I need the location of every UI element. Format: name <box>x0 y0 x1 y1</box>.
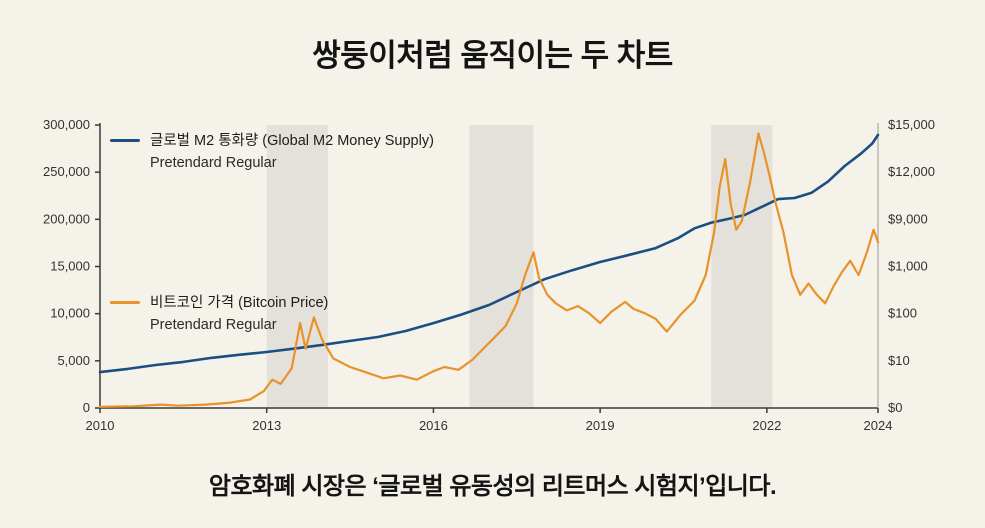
legend-m2-sublabel: Pretendard Regular <box>150 154 277 171</box>
highlight-band <box>711 125 773 408</box>
btc-line <box>98 132 880 408</box>
left-axis-tick-label: 15,000 <box>50 259 90 274</box>
right-axis-tick-label: $9,000 <box>888 211 928 226</box>
right-axis-tick-label: $10 <box>888 353 910 368</box>
legend-m2-text: 글로벌 M2 통화량 (Global M2 Money Supply) Pret… <box>150 131 434 175</box>
left-axis-tick-label: 200,000 <box>43 211 90 226</box>
right-axis-tick-label: $15,000 <box>888 117 935 132</box>
left-axis-tick-label: 5,000 <box>57 353 90 368</box>
left-axis-tick-label: 0 <box>83 400 90 415</box>
legend-btc: 비트코인 가격 (Bitcoin Price) Pretendard Regul… <box>110 293 328 337</box>
right-axis-tick-label: $1,000 <box>888 259 928 274</box>
m2-line-swatch <box>110 139 140 142</box>
legend-m2: 글로벌 M2 통화량 (Global M2 Money Supply) Pret… <box>110 131 434 175</box>
left-axis-tick-label: 300,000 <box>43 117 90 132</box>
legend-btc-sublabel: Pretendard Regular <box>150 316 277 333</box>
right-axis-tick-label: $12,000 <box>888 164 935 179</box>
page-caption: 암호화폐 시장은 ‘글로벌 유동성의 리트머스 시험지’입니다. <box>208 473 777 500</box>
x-axis-tick-label: 2016 <box>419 418 448 433</box>
legend-m2-label: 글로벌 M2 통화량 (Global M2 Money Supply) <box>150 133 434 149</box>
highlight-band <box>266 125 328 408</box>
right-axis-tick-label: $0 <box>888 400 902 415</box>
legend-btc-label: 비트코인 가격 (Bitcoin Price) <box>150 295 329 311</box>
x-axis-tick-label: 2024 <box>864 418 893 433</box>
left-axis-tick-label: 250,000 <box>43 164 90 179</box>
x-axis-tick-label: 2013 <box>252 418 281 433</box>
x-axis-tick-label: 2022 <box>752 418 781 433</box>
left-axis-tick-label: 10,000 <box>50 306 90 321</box>
right-axis-tick-label: $100 <box>888 306 917 321</box>
x-axis-tick-label: 2010 <box>86 418 115 433</box>
highlight-band <box>469 125 534 408</box>
m2-line <box>98 133 880 374</box>
btc-line-swatch <box>110 301 140 304</box>
page-title: 쌍둥이처럼 움직이는 두 차트 <box>312 38 673 73</box>
x-axis-tick-label: 2019 <box>586 418 615 433</box>
legend-btc-text: 비트코인 가격 (Bitcoin Price) Pretendard Regul… <box>150 293 328 337</box>
